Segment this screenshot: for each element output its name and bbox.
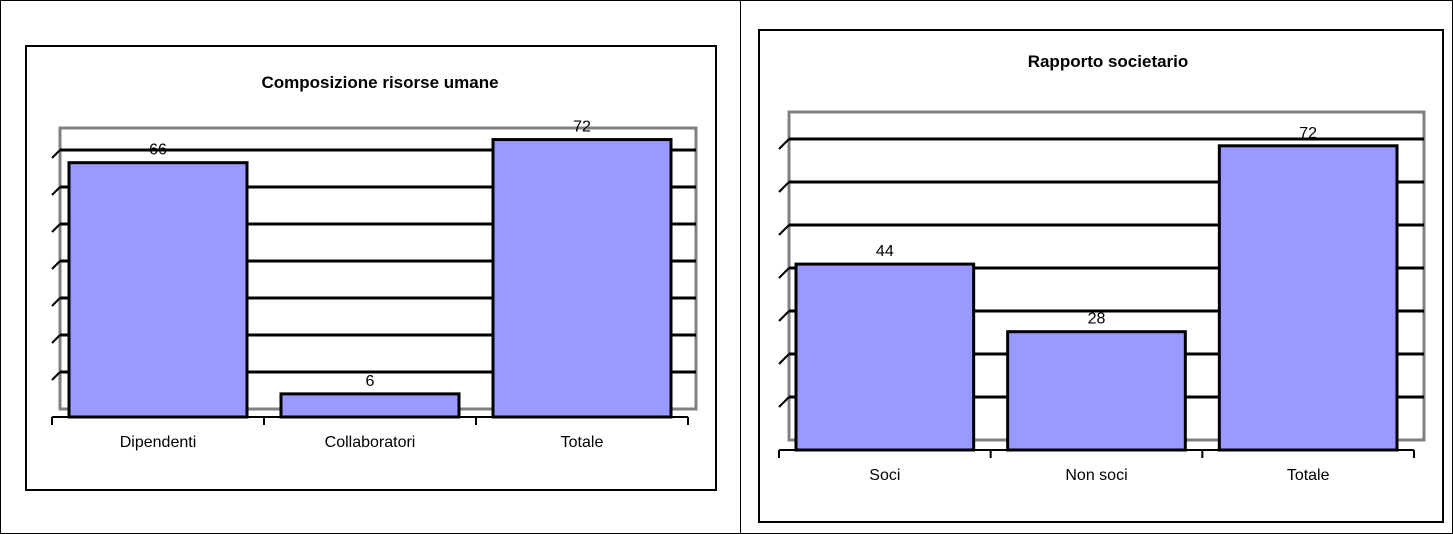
- gridline: [51, 371, 61, 381]
- gridline: [51, 149, 61, 159]
- bar: [67, 161, 249, 419]
- gridline: [51, 334, 61, 344]
- gridline: [51, 260, 61, 270]
- data-label: 66: [149, 142, 167, 159]
- data-label: 72: [573, 119, 591, 136]
- x-tick-label: Dipendenti: [120, 434, 197, 451]
- bar: [491, 138, 673, 419]
- gridline: [51, 223, 61, 233]
- chart-title: Composizione risorse umane: [261, 73, 498, 92]
- x-tick-label: Totale: [561, 434, 604, 451]
- data-label: 6: [366, 373, 375, 390]
- gridline: [51, 297, 61, 307]
- gridline: [51, 186, 61, 196]
- x-tick-label: Collaboratori: [325, 434, 416, 451]
- bar: [279, 392, 461, 419]
